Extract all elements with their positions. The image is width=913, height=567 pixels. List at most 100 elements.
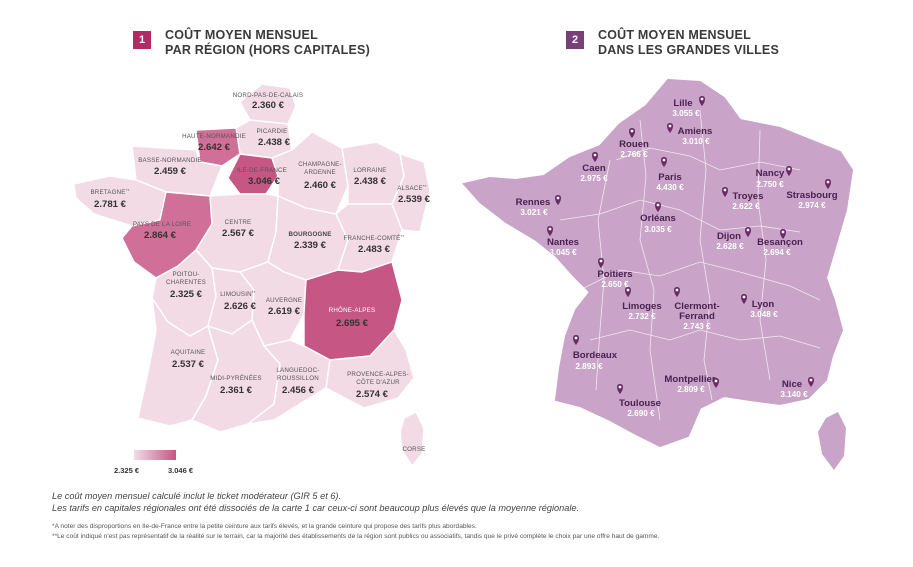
label-champagne-1: CHAMPAGNE-	[298, 161, 341, 168]
city-orleans: Orléans	[640, 213, 676, 224]
label-auvergne: AUVERGNE	[266, 297, 302, 304]
map2-internal-borders	[559, 109, 821, 421]
label-centre: CENTRE	[225, 219, 252, 226]
city-lille-value: 3.055 €	[672, 109, 700, 118]
value-champagne-ardenne: 2.460 €	[304, 180, 337, 191]
legend-max-label: 3.046 €	[168, 466, 194, 475]
pin-nice[interactable]	[808, 377, 814, 387]
label-haute-normandie: HAUTE-NORMANDIE	[182, 133, 246, 140]
corse-silhouette	[818, 412, 846, 470]
city-toulouse-value: 2.690 €	[627, 409, 655, 418]
region-haute-normandie[interactable]	[195, 127, 241, 167]
pin-toulouse[interactable]	[617, 384, 623, 394]
value-picardie: 2.438 €	[258, 137, 291, 148]
pin-clermont-ferrand[interactable]	[674, 287, 680, 297]
city-lille: Lille	[673, 98, 692, 109]
label-corse: CORSE	[402, 446, 425, 453]
city-caen: Caen	[582, 163, 606, 174]
value-aquitaine: 2.537 €	[172, 359, 205, 370]
pin-rouen[interactable]	[629, 128, 635, 138]
map1-title-line1: COÛT MOYEN MENSUEL	[165, 28, 318, 42]
map1-regions	[73, 83, 431, 467]
city-nancy-value: 2.750 €	[756, 180, 784, 189]
pin-strasbourg[interactable]	[825, 179, 831, 189]
label-languedoc-1: LANGUEDOC-	[276, 367, 319, 374]
value-provence: 2.574 €	[356, 389, 389, 400]
city-nancy: Nancy	[756, 168, 785, 179]
region-alsace[interactable]	[391, 153, 431, 233]
pin-lille[interactable]	[699, 96, 705, 106]
value-languedoc-roussillon: 2.456 €	[282, 385, 315, 396]
city-dijon-value: 2.628 €	[716, 242, 744, 251]
pin-rennes[interactable]	[555, 195, 561, 205]
city-lyon: Lyon	[752, 299, 775, 310]
region-corse[interactable]	[399, 411, 425, 467]
label-midi-pyrenees: MIDI-PYRÉNÉES	[210, 375, 261, 382]
pin-caen[interactable]	[592, 152, 598, 162]
map2-pins	[547, 96, 831, 394]
region-auvergne[interactable]	[239, 261, 307, 347]
city-bordeaux-value: 2.893 €	[575, 362, 603, 371]
label-limousin-name: LIMOUSIN	[220, 291, 252, 298]
city-toulouse: Toulouse	[619, 398, 661, 409]
city-limoges-value: 2.732 €	[628, 312, 656, 321]
city-orleans-value: 3.035 €	[644, 225, 672, 234]
value-centre: 2.567 €	[222, 228, 255, 239]
city-strasbourg-value: 2.974 €	[798, 201, 826, 210]
map2-map	[462, 78, 854, 470]
label-languedoc-2: ROUSSILLON	[277, 375, 319, 382]
city-limoges: Limoges	[622, 301, 661, 312]
city-nantes-value: 3.045 €	[549, 248, 577, 257]
pin-montpellier[interactable]	[713, 378, 719, 388]
map1-badge: 1	[133, 31, 151, 49]
map1-labels: NORD-PAS-DE-CALAIS 2.360 € HAUTE-NORMAND…	[90, 92, 430, 453]
value-nord-pas-de-calais: 2.360 €	[252, 100, 285, 111]
pin-besancon[interactable]	[780, 229, 786, 239]
region-languedoc-roussillon[interactable]	[247, 339, 331, 425]
pin-nantes[interactable]	[547, 226, 553, 236]
label-franche-comte-name: FRANCHE-COMTÉ	[344, 235, 401, 242]
pin-amiens[interactable]	[667, 123, 673, 133]
city-montpellier-value: 2.809 €	[677, 385, 705, 394]
label-bretagne-name: BRETAGNE	[90, 189, 125, 196]
pin-poitiers[interactable]	[598, 258, 604, 268]
pin-lyon[interactable]	[741, 294, 747, 304]
label-champagne-2: ARDENNE	[304, 169, 336, 176]
footnote-1: *A noter des disproportions en Ile-de-Fr…	[52, 523, 477, 530]
city-besancon: Besançon	[757, 237, 803, 248]
pin-bordeaux[interactable]	[573, 335, 579, 345]
city-nice-value: 3.140 €	[780, 390, 808, 399]
city-paris-value: 4.430 €	[656, 183, 684, 192]
legend-min-label: 2.325 €	[114, 466, 140, 475]
pin-troyes[interactable]	[722, 187, 728, 197]
value-alsace: 2.539 €	[398, 194, 431, 205]
pin-paris[interactable]	[661, 157, 667, 167]
label-aquitaine: AQUITAINE	[171, 349, 206, 356]
city-clermont-1: Clermont-	[674, 301, 719, 312]
value-poitou-charentes: 2.325 €	[170, 289, 203, 300]
pin-orleans[interactable]	[655, 202, 661, 212]
city-amiens: Amiens	[678, 126, 713, 137]
value-ile-de-france: 3.046 €	[248, 176, 281, 187]
city-amiens-value: 3.010 €	[682, 137, 710, 146]
pin-dijon[interactable]	[745, 227, 751, 237]
pin-limoges[interactable]	[625, 287, 631, 297]
city-rennes: Rennes	[516, 197, 551, 208]
city-nantes: Nantes	[547, 237, 579, 248]
pin-nancy[interactable]	[786, 166, 792, 176]
legend-gradient	[134, 450, 176, 460]
label-franche-comte: FRANCHE-COMTÉ**	[344, 234, 405, 242]
value-rhone-alpes: 2.695 €	[336, 318, 369, 329]
value-limousin: 2.626 €	[224, 301, 257, 312]
city-dijon: Dijon	[717, 231, 741, 242]
region-provence-alpes-cote-dazur[interactable]	[325, 329, 415, 409]
label-poitou-2: CHARENTES	[166, 279, 206, 286]
city-montpellier: Montpellier	[664, 374, 715, 385]
region-ile-de-france[interactable]	[227, 153, 279, 195]
city-troyes-value: 2.622 €	[732, 202, 760, 211]
city-poitiers: Poitiers	[597, 269, 632, 280]
label-paca-2: CÔTE D'AZUR	[356, 379, 400, 386]
footnote-2: **Le coût indiqué n'est pas représentati…	[52, 533, 660, 540]
city-lyon-value: 3.048 €	[750, 310, 778, 319]
label-rhone-alpes: RHÔNE-ALPES	[329, 307, 376, 314]
